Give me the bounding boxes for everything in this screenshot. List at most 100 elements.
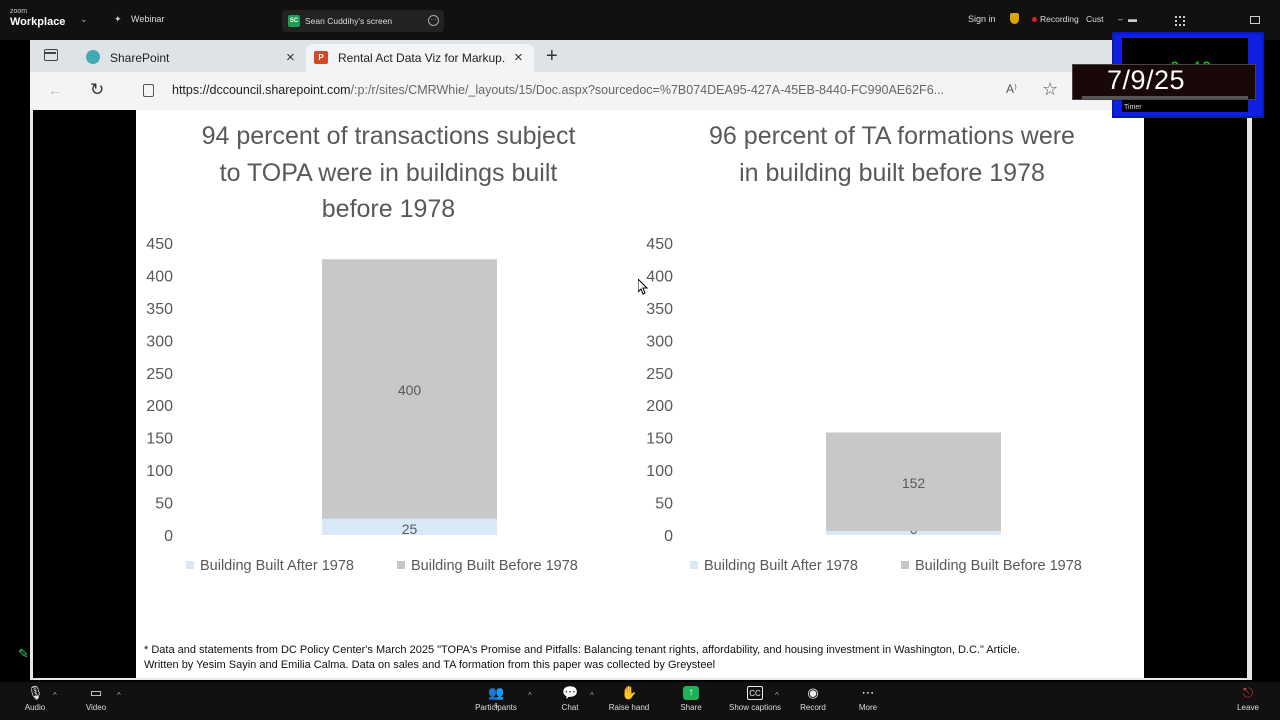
back-arrow-icon[interactable]: ← (48, 82, 62, 98)
window-minimize-icon[interactable]: – ▬ (1118, 14, 1138, 24)
share-label: Share (680, 703, 702, 712)
recording-dot-icon (1032, 17, 1037, 23)
video-label: Video (85, 703, 107, 712)
y-tick-label: 350 (646, 301, 673, 318)
legend-swatch (901, 561, 909, 569)
url-host: https://dccouncil.sharepoint.com (172, 83, 351, 97)
more-icon: ⋯ (861, 685, 875, 700)
webinar-icon: ✦ (114, 14, 122, 24)
zoom-logo-line2: Workplace (10, 16, 66, 28)
recording-indicator[interactable]: Recording (1032, 14, 1079, 24)
chat-icon: 💬 (562, 685, 579, 700)
video-button[interactable]: ▭ Video ^ (64, 686, 128, 713)
leave-icon: ⎋ (1242, 685, 1254, 700)
bar-data-label: 152 (902, 475, 926, 491)
record-icon: ◉ (807, 685, 819, 700)
show-captions-button[interactable]: CC Show captions ^ (723, 686, 787, 712)
bar-segment (322, 259, 497, 519)
date-text: 7/9/25 (1107, 65, 1186, 95)
y-tick-label: 450 (146, 236, 173, 253)
more-button[interactable]: ⋯ More (836, 685, 900, 713)
y-tick-label: 150 (646, 431, 673, 448)
legend-label: Building Built Before 1978 (411, 558, 578, 574)
y-tick-label: 0 (664, 528, 673, 545)
y-tick-label: 350 (146, 301, 173, 318)
close-tab-icon[interactable]: × (286, 49, 295, 66)
window-maximize-icon[interactable] (1250, 16, 1260, 24)
record-label: Record (800, 703, 826, 712)
more-options-icon[interactable]: ··· (428, 15, 439, 26)
new-tab-icon[interactable]: + (546, 45, 558, 67)
legend-label: Building Built Before 1978 (915, 558, 1082, 574)
participants-button[interactable]: 👥5 Participants ^ (464, 686, 532, 713)
bar-segment (826, 531, 1001, 535)
chevron-down-icon[interactable]: ⌄ (80, 14, 88, 24)
footnote: * Data and statements from DC Policy Cen… (144, 643, 1134, 673)
captions-icon: CC (747, 686, 763, 700)
sharer-avatar: SC (288, 15, 300, 27)
legend-swatch (397, 561, 405, 569)
bar-segment (322, 518, 497, 535)
raise-hand-label: Raise hand (608, 703, 650, 712)
close-tab-icon[interactable]: × (514, 49, 523, 66)
date-underline (1082, 96, 1248, 99)
audio-button[interactable]: 🎙 Audio ^ (3, 685, 67, 713)
chat-button[interactable]: 💬 Chat ^ (538, 685, 602, 713)
y-tick-label: 300 (646, 333, 673, 350)
y-tick-label: 200 (646, 398, 673, 415)
chart-title-left: 94 percent of transactions subject to TO… (201, 122, 576, 223)
sharepoint-favicon (86, 50, 100, 64)
y-tick-label: 50 (655, 496, 673, 513)
legend-label: Building Built After 1978 (200, 558, 354, 574)
chevron-up-icon[interactable]: ^ (53, 691, 57, 700)
y-tick-label: 150 (146, 431, 173, 448)
audio-label: Audio (24, 703, 46, 712)
record-button[interactable]: ◉ Record (781, 685, 845, 713)
chevron-up-icon[interactable]: ^ (775, 691, 779, 700)
hand-icon: ✋ (621, 685, 638, 700)
star-icon[interactable]: ☆ (1042, 79, 1059, 99)
leave-label: Leave (1237, 703, 1259, 712)
zoom-logo: zoom Workplace (10, 8, 65, 28)
pen-icon[interactable]: ✎ (18, 646, 29, 661)
chevron-up-icon[interactable]: ^ (590, 691, 594, 700)
show-captions-label: Show captions (728, 703, 782, 712)
y-tick-label: 400 (646, 268, 673, 285)
participants-count: 5 (494, 704, 498, 710)
chevron-up-icon[interactable]: ^ (117, 691, 121, 700)
reload-icon[interactable]: ↻ (90, 80, 105, 99)
webinar-menu[interactable]: ✦ Webinar (114, 14, 164, 24)
footnote-line-2: Written by Yesim Sayin and Emilia Calma.… (144, 659, 716, 671)
leave-button[interactable]: ⎋ Leave (1216, 685, 1280, 713)
y-tick-label: 250 (646, 366, 673, 383)
lock-icon[interactable] (143, 84, 154, 97)
tab-actions-icon[interactable] (44, 49, 58, 61)
share-button[interactable]: ↑ Share (659, 686, 723, 712)
timer-label: Timer (1124, 104, 1142, 111)
sign-in-link[interactable]: Sign in (968, 14, 996, 24)
tab-strip: SharePoint × P Rental Act Data Viz for M… (30, 40, 1252, 72)
chat-label: Chat (561, 703, 579, 712)
webinar-label: Webinar (131, 14, 165, 24)
microphone-icon: 🎙 (27, 685, 44, 700)
tab-powerpoint[interactable]: P Rental Act Data Viz for Markup.p × (306, 44, 534, 72)
bar-data-label: 25 (402, 521, 418, 537)
legend-swatch (186, 561, 194, 569)
share-arrow-icon: ↑ (683, 686, 699, 700)
shield-icon[interactable] (1010, 13, 1019, 24)
customize-link[interactable]: Cust (1086, 14, 1104, 24)
y-tick-label: 200 (146, 398, 173, 415)
powerpoint-favicon: P (314, 51, 328, 64)
zoom-bottom-bar: 🎙 Audio ^ ▭ Video ^ 👥5 Participants ^ 💬 Chat ^ ✋… (0, 682, 1280, 720)
legend-swatch (690, 561, 698, 569)
y-tick-label: 0 (164, 528, 173, 545)
charts-svg: 450 400 350 300 250 200 150 100 50 0 25 400 Building… (146, 236, 1082, 574)
read-aloud-icon[interactable]: A⁾ (1006, 82, 1017, 96)
raise-hand-button[interactable]: ✋ Raise hand (597, 685, 661, 713)
chevron-up-icon[interactable]: ^ (528, 691, 532, 700)
slide: 94 percent of transactions subject to TO… (136, 110, 1144, 678)
shared-screen-tab[interactable]: SC Sean Cuddihy's screen ··· (282, 10, 444, 32)
grid-view-icon[interactable] (1175, 16, 1185, 26)
tab-sharepoint[interactable]: SharePoint × (78, 44, 302, 72)
url-field[interactable]: https://dccouncil.sharepoint.com/:p:/r/s… (172, 83, 984, 97)
